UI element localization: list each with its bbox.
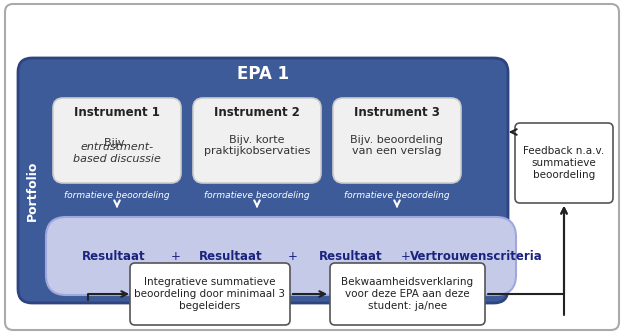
Text: Feedback n.a.v.
summatieve
beoordeling: Feedback n.a.v. summatieve beoordeling: [524, 147, 605, 179]
Text: +: +: [401, 249, 411, 262]
Text: formatieve beoordeling: formatieve beoordeling: [204, 190, 310, 199]
FancyBboxPatch shape: [330, 263, 485, 325]
FancyBboxPatch shape: [515, 123, 613, 203]
Text: Resultaat: Resultaat: [319, 249, 383, 262]
Text: +: +: [288, 249, 298, 262]
FancyBboxPatch shape: [46, 217, 516, 295]
Text: Vertrouwenscriteria: Vertrouwenscriteria: [409, 249, 542, 262]
Text: Portfolio: Portfolio: [26, 160, 39, 221]
Text: Bijv. beoordeling
van een verslag: Bijv. beoordeling van een verslag: [351, 135, 444, 156]
FancyBboxPatch shape: [193, 98, 321, 183]
Text: Instrument 2: Instrument 2: [214, 106, 300, 119]
Text: Bekwaamheidsverklaring
voor deze EPA aan deze
student: ja/nee: Bekwaamheidsverklaring voor deze EPA aan…: [341, 277, 474, 311]
Text: Integratieve summatieve
beoordeling door minimaal 3
begeleiders: Integratieve summatieve beoordeling door…: [135, 277, 286, 311]
FancyBboxPatch shape: [53, 98, 181, 183]
Text: EPA 1: EPA 1: [237, 65, 289, 83]
FancyBboxPatch shape: [18, 58, 508, 303]
Text: formatieve beoordeling: formatieve beoordeling: [344, 190, 450, 199]
FancyBboxPatch shape: [130, 263, 290, 325]
Text: Instrument 1: Instrument 1: [74, 106, 160, 119]
Text: Resultaat: Resultaat: [82, 249, 146, 262]
Text: formatieve beoordeling: formatieve beoordeling: [64, 190, 170, 199]
Text: Instrument 3: Instrument 3: [354, 106, 440, 119]
Text: Resultaat: Resultaat: [199, 249, 263, 262]
Text: Bijv. korte
praktijkobservaties: Bijv. korte praktijkobservaties: [204, 135, 310, 156]
FancyBboxPatch shape: [333, 98, 461, 183]
Text: Bijv.: Bijv.: [104, 138, 130, 148]
Text: +: +: [171, 249, 181, 262]
Text: entrustment-
based discussie: entrustment- based discussie: [73, 142, 161, 164]
